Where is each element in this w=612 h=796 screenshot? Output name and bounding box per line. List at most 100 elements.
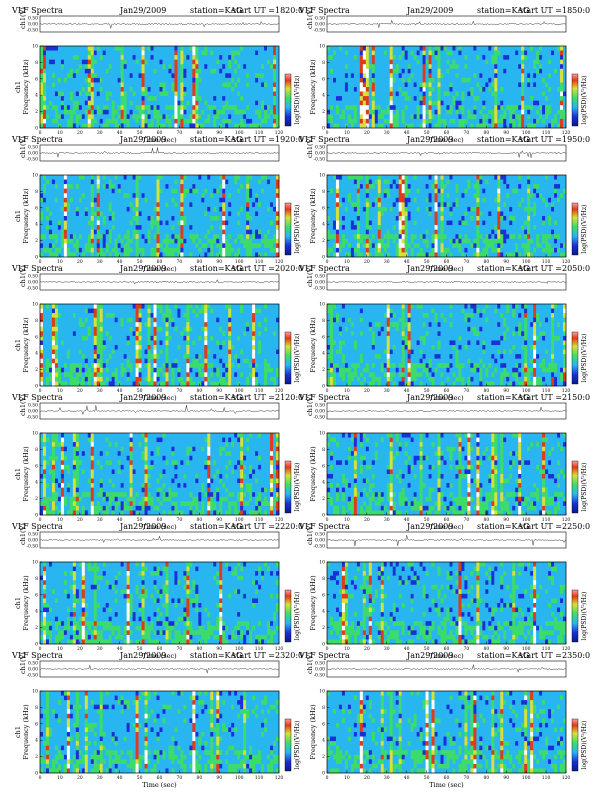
- spectrogram-cell: [461, 96, 464, 101]
- spectrogram-cell: [542, 114, 545, 119]
- spectrogram-cell: [130, 60, 133, 65]
- spectrogram-cell: [118, 184, 121, 189]
- spectrogram-cell: [243, 114, 246, 119]
- spectrogram-cell: [231, 55, 234, 60]
- spectrogram-cell: [423, 69, 426, 74]
- spectrogram-cell: [452, 105, 455, 110]
- spectrogram-cell: [449, 101, 452, 106]
- spectrogram-cell: [97, 78, 100, 83]
- spectrogram-cell: [545, 87, 548, 92]
- spectrogram-cell: [506, 119, 509, 124]
- spectrogram-cell: [49, 184, 52, 189]
- spectrogram-cell: [106, 175, 109, 180]
- spectrogram-cell: [127, 189, 130, 194]
- waveform-tick-label: -0.50: [313, 157, 325, 163]
- spectrogram-cell: [384, 96, 387, 101]
- spectrogram-cell: [449, 110, 452, 115]
- spectrogram-cell: [97, 69, 100, 74]
- spectrogram-cell: [399, 180, 402, 185]
- spectrogram-cell: [225, 105, 228, 110]
- spectrogram-cell: [85, 243, 88, 248]
- spectrogram-cell: [333, 193, 336, 198]
- spectrogram-cell: [49, 189, 52, 194]
- spectrogram-cell: [390, 64, 393, 69]
- spectrogram-cell: [503, 64, 506, 69]
- spectrogram-cell: [168, 92, 171, 97]
- spectrogram-cell: [157, 51, 160, 56]
- spectrogram-cell: [127, 114, 130, 119]
- spectrogram-cell: [458, 64, 461, 69]
- spectrogram-cell: [243, 211, 246, 216]
- spectrogram-cell: [249, 123, 252, 128]
- spectrogram-cell: [402, 239, 405, 244]
- spectrogram-cell: [342, 101, 345, 106]
- spectrogram-cell: [464, 110, 467, 115]
- spectrogram-cell: [351, 239, 354, 244]
- spectrogram-cell: [222, 69, 225, 74]
- spectrogram-cell: [533, 119, 536, 124]
- spectrogram-cell: [267, 55, 270, 60]
- spectrogram-cell: [423, 78, 426, 83]
- spectrogram-cell: [255, 180, 258, 185]
- spectrogram-cell: [154, 175, 157, 180]
- spectrogram-cell: [58, 189, 61, 194]
- spectrogram-cell: [548, 87, 551, 92]
- spectrogram-cell: [61, 78, 64, 83]
- spectrogram-cell: [354, 46, 357, 51]
- spectrogram-cell: [198, 51, 201, 56]
- spectrogram-cell: [222, 51, 225, 56]
- spectrogram-cell: [213, 252, 216, 257]
- spectrogram-cell: [249, 87, 252, 92]
- spectrogram-cell: [339, 123, 342, 128]
- spectrogram-cell: [369, 69, 372, 74]
- spectrogram-cell: [348, 51, 351, 56]
- spectrogram-cell: [261, 114, 264, 119]
- spectrogram-cell: [396, 105, 399, 110]
- spectrogram-cell: [432, 55, 435, 60]
- spectrogram-cell: [249, 119, 252, 124]
- spectrogram-cell: [103, 110, 106, 115]
- spectrogram-cell: [381, 123, 384, 128]
- spectrogram-cell: [112, 92, 115, 97]
- spectrogram-cell: [246, 184, 249, 189]
- spectrogram-cell: [393, 221, 396, 226]
- spectrogram-cell: [73, 69, 76, 74]
- spectrogram-cell: [70, 55, 73, 60]
- spectrogram-cell: [497, 105, 500, 110]
- spectrogram-cell: [473, 114, 476, 119]
- spectrogram-cell: [97, 189, 100, 194]
- spectrogram-cell: [423, 119, 426, 124]
- spectrogram-cell: [390, 87, 393, 92]
- spectrogram-cell: [222, 110, 225, 115]
- spectrogram-cell: [148, 82, 151, 87]
- spectrogram-cell: [133, 73, 136, 78]
- spectrogram-cell: [58, 87, 61, 92]
- spectrogram-cell: [396, 189, 399, 194]
- spectrogram-cell: [192, 60, 195, 65]
- spectrogram-cell: [360, 105, 363, 110]
- spectrogram-cell: [204, 60, 207, 65]
- spectrogram-cell: [225, 243, 228, 248]
- spectrogram-cell: [174, 239, 177, 244]
- spectrogram-cell: [219, 239, 222, 244]
- spectrogram-cell: [88, 198, 91, 203]
- spectrogram-cell: [118, 87, 121, 92]
- spectrogram-cell: [252, 230, 255, 235]
- spectrogram-cell: [76, 64, 79, 69]
- spectrogram-cell: [405, 202, 408, 207]
- spectrogram-cell: [79, 234, 82, 239]
- spectrogram-cell: [228, 184, 231, 189]
- spectrogram-cell: [234, 105, 237, 110]
- spectrogram-cell: [165, 175, 168, 180]
- spectrogram-cell: [524, 101, 527, 106]
- spectrogram-cell: [231, 119, 234, 124]
- spectrogram-cell: [58, 248, 61, 253]
- spectrogram-cell: [151, 55, 154, 60]
- spectrogram-cell: [524, 55, 527, 60]
- spectrogram-cell: [225, 60, 228, 65]
- spectrogram-cell: [339, 239, 342, 244]
- spectrogram-cell: [512, 123, 515, 128]
- spectrogram-cell: [369, 202, 372, 207]
- spectrogram-cell: [186, 73, 189, 78]
- spectrogram-cell: [237, 55, 240, 60]
